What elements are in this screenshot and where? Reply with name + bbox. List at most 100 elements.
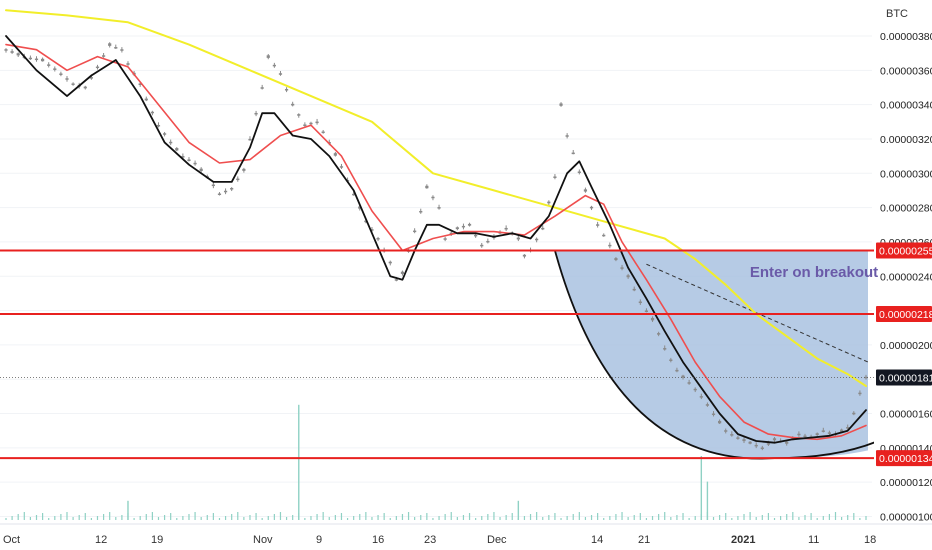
candle-body: [687, 382, 691, 384]
last-price-badge: 0.00000181: [879, 372, 932, 384]
candle-body: [681, 375, 685, 378]
candle-body: [675, 369, 679, 372]
candle-body: [278, 73, 283, 75]
candle-body: [541, 227, 545, 230]
candle-body: [608, 244, 612, 247]
price-tick-label: 0.00000240: [880, 271, 932, 283]
candle-body: [181, 156, 185, 158]
candle-body: [486, 240, 490, 243]
price-tick-label: 0.00000300: [880, 168, 932, 180]
time-axis: Oct 12 19 Nov 9 16 23 Dec 14 21 2021 11 18: [0, 523, 932, 546]
candle-body: [291, 103, 295, 106]
candle-body: [260, 87, 264, 89]
candle-body: [565, 135, 569, 137]
annotation-label: Enter on breakout: [750, 264, 878, 281]
candle-body: [169, 141, 173, 144]
candle-body: [242, 168, 246, 171]
level-badge-bg: [876, 450, 932, 467]
candle-body: [815, 433, 819, 435]
candle-body: [852, 412, 856, 415]
candle-body: [730, 434, 734, 436]
candle-body: [577, 171, 581, 173]
time-tick-label: 21: [638, 534, 650, 546]
candle-body: [388, 261, 392, 264]
candle-body: [431, 196, 435, 199]
time-tick-label: 19: [151, 534, 163, 546]
price-tick-label: 0.00000360: [880, 65, 932, 77]
candle-body: [699, 396, 703, 398]
candle-body: [827, 432, 832, 434]
time-tick-label: 23: [424, 534, 436, 546]
candle-body: [303, 124, 307, 126]
candle-body: [230, 188, 234, 190]
candle-body: [370, 229, 374, 231]
candle-body: [772, 438, 777, 441]
candle-body: [437, 207, 441, 209]
candle-body: [840, 429, 844, 432]
time-tick-label: 11: [808, 534, 819, 546]
candle-body: [620, 267, 624, 269]
time-tick-label: Oct: [3, 534, 20, 546]
candle-body: [156, 124, 161, 127]
candle-body: [516, 237, 520, 240]
candle-body: [455, 227, 459, 230]
candle-body: [59, 73, 63, 75]
candle-body: [95, 66, 100, 69]
candle-body: [724, 430, 728, 432]
price-tick-label: 0.00000100: [880, 512, 932, 524]
candle-body: [284, 89, 289, 91]
candle-body: [53, 68, 57, 70]
candle-body: [162, 133, 167, 135]
candle-body: [461, 225, 466, 228]
candle-body: [449, 232, 453, 235]
candle-body: [754, 444, 758, 447]
candle-body: [602, 234, 606, 237]
rounding-bottom-curve: [554, 250, 877, 460]
candle-body: [742, 439, 746, 442]
level-badge: 0.00000134: [879, 453, 932, 465]
candle-body: [297, 114, 301, 116]
candle-body: [108, 43, 112, 46]
candle-body: [364, 220, 368, 223]
candle-body: [4, 49, 8, 51]
candle-body: [480, 244, 484, 247]
price-tick-label: 0.00000280: [880, 203, 932, 215]
price-tick-label: 0.00000160: [880, 409, 932, 421]
candle-body: [626, 275, 630, 278]
candle-body: [339, 166, 344, 168]
candle-body: [175, 148, 179, 151]
candle-body: [766, 443, 771, 445]
price-tick-label: 0.00000380: [880, 31, 932, 43]
candle-body: [16, 53, 20, 56]
candle-body: [535, 238, 539, 241]
candle-body: [321, 131, 325, 134]
rounding-bottom-channel: [554, 250, 877, 460]
candle-body: [650, 317, 655, 321]
price-tick-label: 0.00000340: [880, 100, 932, 112]
candle-body: [596, 224, 600, 226]
price-tick-label: 0.00000200: [880, 340, 932, 352]
candle-body: [571, 152, 575, 155]
level-badge: 0.00000218: [879, 309, 932, 321]
candle-body: [413, 230, 417, 233]
candle-body: [760, 447, 764, 450]
candle-body: [504, 227, 508, 230]
candle-body: [126, 63, 130, 65]
candle-body: [638, 301, 642, 304]
time-tick-label: 18: [864, 534, 876, 546]
annotation-layer: Enter on breakout: [750, 264, 878, 281]
candle-body: [693, 388, 697, 391]
candle-body: [223, 190, 228, 193]
horizontal-levels: [0, 249, 876, 460]
price-tick-label: 0.00000120: [880, 477, 932, 489]
last-price-badge-bg: [876, 369, 932, 386]
candle-body: [821, 430, 825, 432]
candle-body: [705, 404, 710, 406]
price-tick-label: 0.00000320: [880, 134, 932, 146]
candle-body: [748, 441, 752, 444]
candle-body: [553, 176, 557, 178]
candle-body: [583, 189, 588, 192]
candle-body: [144, 98, 148, 101]
candle-body: [400, 271, 405, 274]
